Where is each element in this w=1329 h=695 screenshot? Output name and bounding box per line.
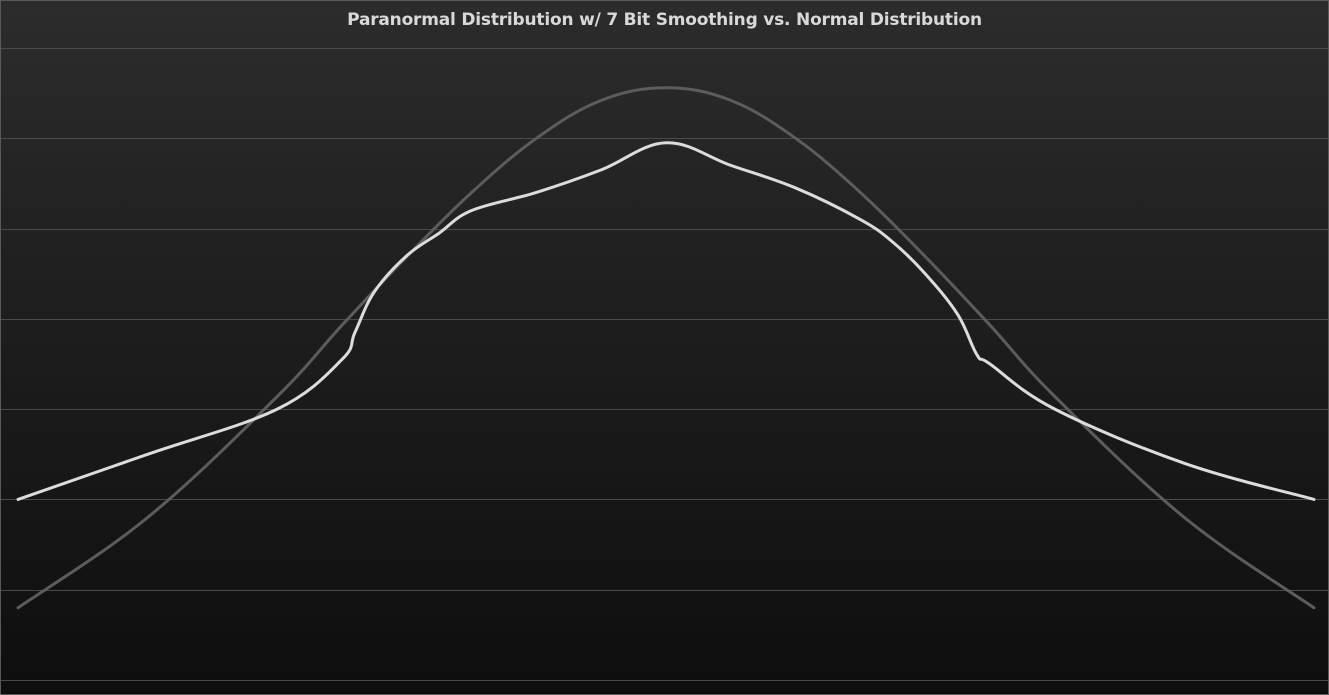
series-line-1 — [16, 86, 1316, 610]
series-lines — [16, 86, 1316, 610]
chart-title: Paranormal Distribution w/ 7 Bit Smoothi… — [347, 10, 982, 30]
gridlines — [1, 48, 1328, 681]
series-line-2 — [16, 141, 1316, 501]
